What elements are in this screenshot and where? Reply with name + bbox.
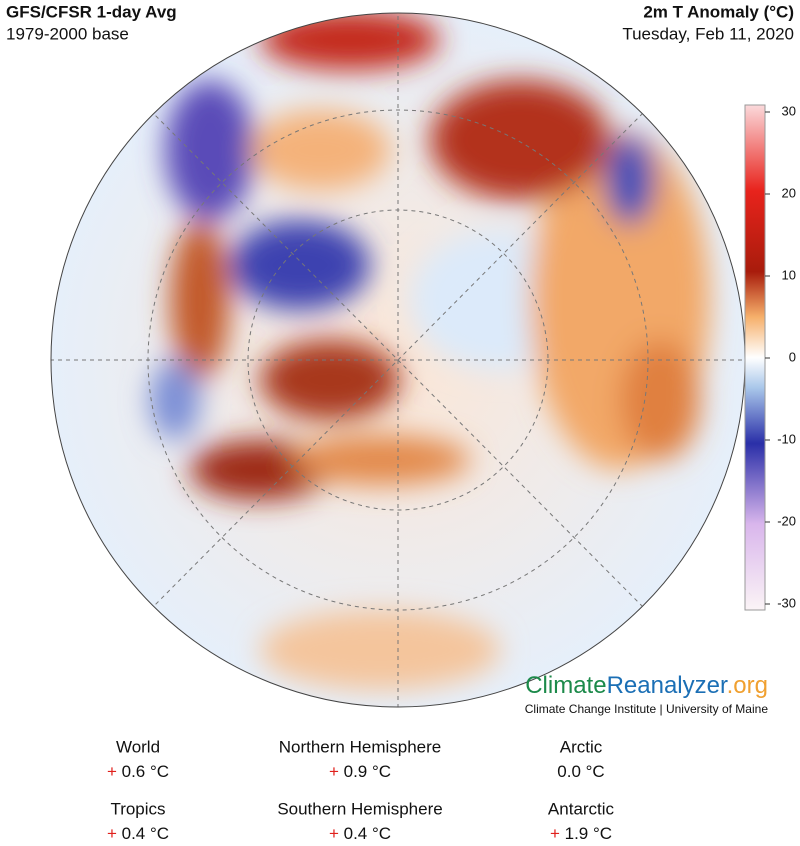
tagline: Climate Change Institute | University of… [525, 702, 769, 716]
colorbar-tick-label: 20 [782, 185, 796, 200]
stat-label: Southern Hemisphere [277, 799, 442, 818]
colorbar-tick-label: -10 [777, 431, 796, 446]
colorbar [744, 104, 766, 611]
stat-number: 1.9 °C [565, 824, 612, 843]
stat-label: World [116, 737, 160, 756]
colorbar-tick-label: -30 [777, 595, 796, 610]
stat-number: 0.4 °C [122, 824, 169, 843]
stat-sign: + [107, 824, 117, 843]
colorbar-tick-label: -20 [777, 513, 796, 528]
stat-sign: + [329, 762, 339, 781]
stat-sign: + [550, 824, 560, 843]
stat-sign: + [107, 762, 117, 781]
subtitle: 1979-2000 base [6, 24, 129, 43]
colorbar-tick-label: 30 [782, 103, 796, 118]
variable: 2m T Anomaly (°C) [643, 2, 794, 21]
stat-sign: + [329, 824, 339, 843]
stat-value: + 0.4 °C [329, 824, 391, 843]
stat-label: Antarctic [548, 799, 615, 818]
stat-value: + 0.9 °C [329, 762, 391, 781]
stat-value: + 1.9 °C [550, 824, 612, 843]
stat-value: 0.0 °C [557, 762, 604, 781]
colorbar-tick-label: 10 [782, 267, 796, 282]
globe-map [50, 12, 746, 708]
stat-number: 0.9 °C [344, 762, 391, 781]
stat-value: + 0.6 °C [107, 762, 169, 781]
stat-value: + 0.4 °C [107, 824, 169, 843]
stat-label: Northern Hemisphere [279, 737, 442, 756]
stat-number: 0.6 °C [122, 762, 169, 781]
title: GFS/CFSR 1-day Avg [6, 2, 177, 21]
stat-number: 0.4 °C [344, 824, 391, 843]
colorbar-tick-label: 0 [789, 349, 796, 364]
stat-number: 0.0 °C [557, 762, 604, 781]
stat-label: Tropics [110, 799, 165, 818]
date: Tuesday, Feb 11, 2020 [622, 24, 794, 43]
stat-label: Arctic [560, 737, 603, 756]
brand: ClimateReanalyzer.org [525, 672, 768, 699]
